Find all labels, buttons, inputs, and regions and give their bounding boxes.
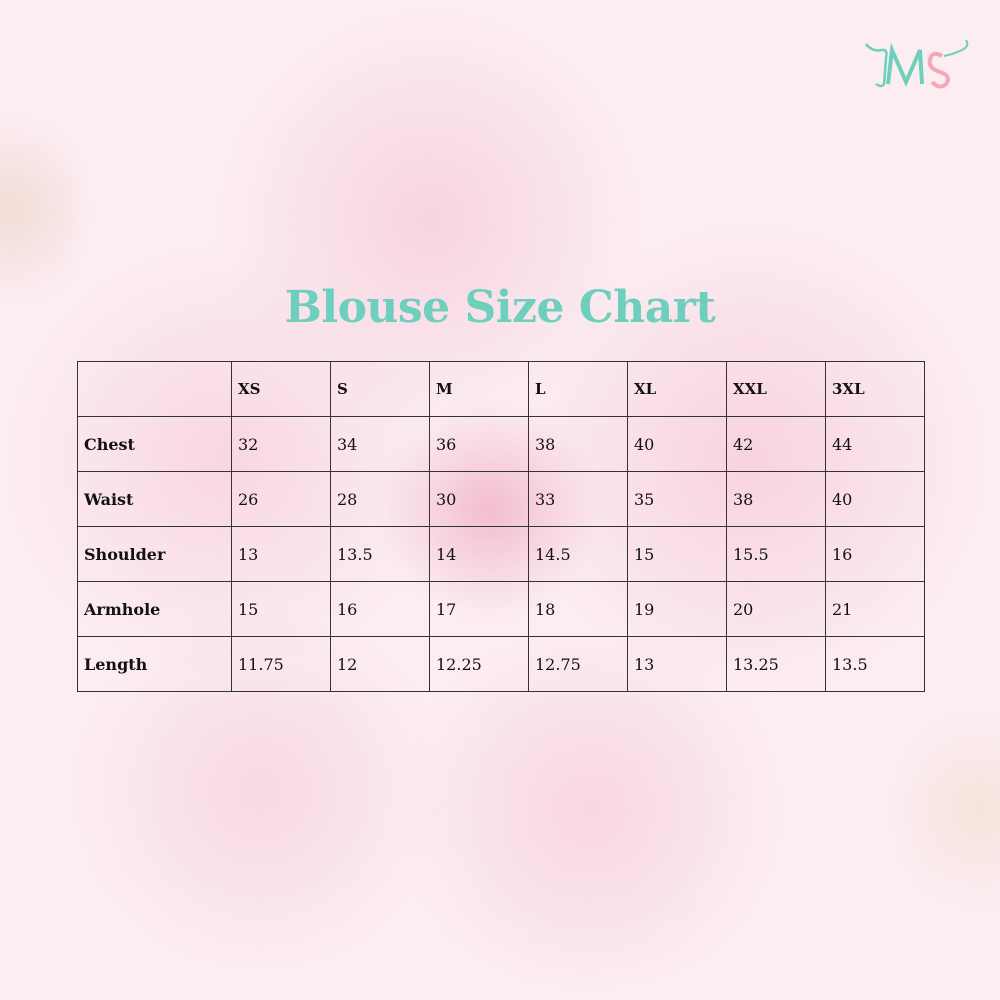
value-cell: 13.25 <box>726 636 826 692</box>
value-cell: 18 <box>528 581 628 637</box>
value-cell: 26 <box>231 471 331 527</box>
value-cell: 12.75 <box>528 636 628 692</box>
table-row: Length 11.75 12 12.25 12.75 13 13.25 13.5 <box>77 636 925 692</box>
brand-logo <box>862 36 974 92</box>
value-cell: 38 <box>528 416 628 472</box>
value-cell: 14 <box>429 526 529 582</box>
value-cell: 13 <box>231 526 331 582</box>
value-cell: 21 <box>825 581 925 637</box>
value-cell: 36 <box>429 416 529 472</box>
row-label: Waist <box>77 471 232 527</box>
row-label: Shoulder <box>77 526 232 582</box>
value-cell: 16 <box>825 526 925 582</box>
header-cell: XS <box>231 361 331 417</box>
table-row: Chest 32 34 36 38 40 42 44 <box>77 416 925 472</box>
table-row: Armhole 15 16 17 18 19 20 21 <box>77 581 925 637</box>
value-cell: 44 <box>825 416 925 472</box>
value-cell: 35 <box>627 471 727 527</box>
row-label: Armhole <box>77 581 232 637</box>
value-cell: 38 <box>726 471 826 527</box>
value-cell: 13.5 <box>825 636 925 692</box>
value-cell: 15 <box>627 526 727 582</box>
value-cell: 13 <box>627 636 727 692</box>
table-header-row: XS S M L XL XXL 3XL <box>77 361 925 417</box>
row-label: Length <box>77 636 232 692</box>
size-chart-table: XS S M L XL XXL 3XL Chest 32 34 36 38 40 42 44 W… <box>77 361 925 692</box>
table-row: Waist 26 28 30 33 35 38 40 <box>77 471 925 527</box>
header-cell: 3XL <box>825 361 925 417</box>
header-cell <box>77 361 232 417</box>
value-cell: 33 <box>528 471 628 527</box>
header-cell: M <box>429 361 529 417</box>
value-cell: 17 <box>429 581 529 637</box>
page-title: Blouse Size Chart <box>284 282 716 333</box>
value-cell: 40 <box>627 416 727 472</box>
value-cell: 16 <box>330 581 430 637</box>
value-cell: 11.75 <box>231 636 331 692</box>
header-cell: L <box>528 361 628 417</box>
value-cell: 32 <box>231 416 331 472</box>
header-cell: XL <box>627 361 727 417</box>
value-cell: 28 <box>330 471 430 527</box>
table-row: Shoulder 13 13.5 14 14.5 15 15.5 16 <box>77 526 925 582</box>
value-cell: 13.5 <box>330 526 430 582</box>
value-cell: 42 <box>726 416 826 472</box>
header-cell: XXL <box>726 361 826 417</box>
value-cell: 20 <box>726 581 826 637</box>
value-cell: 12.25 <box>429 636 529 692</box>
value-cell: 12 <box>330 636 430 692</box>
value-cell: 19 <box>627 581 727 637</box>
header-cell: S <box>330 361 430 417</box>
value-cell: 15 <box>231 581 331 637</box>
value-cell: 14.5 <box>528 526 628 582</box>
value-cell: 40 <box>825 471 925 527</box>
value-cell: 34 <box>330 416 430 472</box>
value-cell: 30 <box>429 471 529 527</box>
row-label: Chest <box>77 416 232 472</box>
value-cell: 15.5 <box>726 526 826 582</box>
